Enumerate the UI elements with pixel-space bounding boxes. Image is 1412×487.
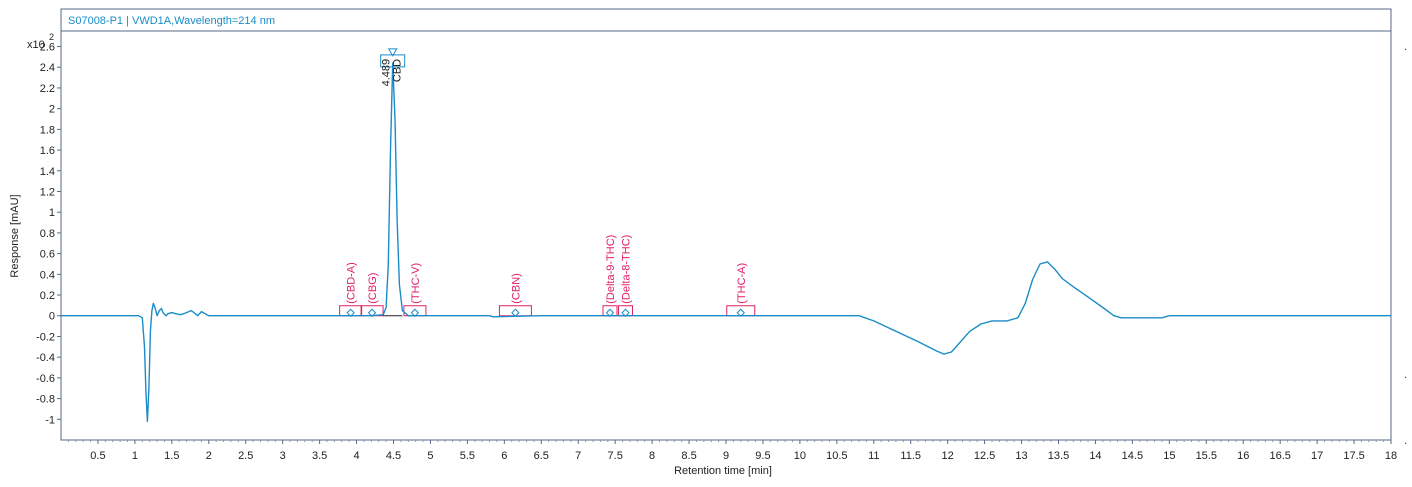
x-tick-label: 15.5 xyxy=(1196,450,1217,462)
y-tick-label: 1.8 xyxy=(40,124,55,136)
y-tick-label: 1.4 xyxy=(40,166,55,178)
x-tick-label: 8 xyxy=(649,450,655,462)
compound-label: (Delta-8-THC) xyxy=(621,235,633,304)
y-tick-label: 0.2 xyxy=(40,290,55,302)
y-multiplier: x10 xyxy=(27,39,45,51)
y-tick-label: 0 xyxy=(49,311,55,323)
compound-label: (Delta-9-THC) xyxy=(605,235,617,304)
y-tick-label: -0.8 xyxy=(36,394,55,406)
compound-label: (CBN) xyxy=(510,273,522,304)
y-tick-label: 1 xyxy=(49,207,55,219)
x-tick-label: 13 xyxy=(1015,450,1027,462)
edge-dot: . xyxy=(1404,433,1407,447)
y-tick-label: 0.6 xyxy=(40,249,55,261)
y-axis-label: Response [mAU] xyxy=(9,194,21,277)
x-tick-label: 2.5 xyxy=(238,450,253,462)
x-axis-label: Retention time [min] xyxy=(674,465,772,477)
peak-time-label: 4.489 xyxy=(381,59,393,87)
x-tick-label: 18 xyxy=(1385,450,1397,462)
x-tick-label: 14 xyxy=(1089,450,1101,462)
y-multiplier-exponent: 2 xyxy=(49,32,54,42)
peak-annotations: 4.489 CBD xyxy=(380,48,406,87)
x-tick-label: 1 xyxy=(132,450,138,462)
chart-title: S07008-P1 | VWD1A,Wavelength=214 nm xyxy=(68,15,275,27)
x-tick-label: 16.5 xyxy=(1269,450,1290,462)
y-tick-label: 2.2 xyxy=(40,83,55,95)
x-tick-label: 9 xyxy=(723,450,729,462)
x-tick-label: 17.5 xyxy=(1343,450,1364,462)
y-tick-label: -0.4 xyxy=(36,352,55,364)
x-tick-label: 7.5 xyxy=(608,450,623,462)
x-tick-label: 7 xyxy=(575,450,581,462)
y-tick-label: 0.4 xyxy=(40,269,55,281)
y-axis-ticks: -1 -0.8 -0.6 -0.4 -0.2 0 0.2 0.4 0.6 0.8 1 1.2 1.4 1.… xyxy=(36,42,61,426)
edge-dot: . xyxy=(1404,367,1407,381)
peak-label-box xyxy=(380,54,406,68)
x-tick-label: 17 xyxy=(1311,450,1323,462)
x-tick-label: 10 xyxy=(794,450,806,462)
compound-label: (CBG) xyxy=(367,273,379,304)
x-tick-label: 5 xyxy=(427,450,433,462)
x-tick-label: 12 xyxy=(942,450,954,462)
x-tick-label: 16 xyxy=(1237,450,1249,462)
x-tick-label: 8.5 xyxy=(681,450,696,462)
compound-label: (THC-A) xyxy=(736,263,748,304)
x-tick-label: 2 xyxy=(206,450,212,462)
y-tick-label: 1.2 xyxy=(40,186,55,198)
x-axis-ticks: 0.5 1 1.5 2 2.5 3 3.5 4 4.5 5 5.5 6 6.5 7 7.5 8 8.5 9 9.5 1… xyxy=(67,440,1397,462)
chromatogram-trace xyxy=(61,62,1391,423)
x-tick-label: 1.5 xyxy=(164,450,179,462)
trace-layer xyxy=(61,62,1391,423)
x-tick-label: 4 xyxy=(353,450,359,462)
x-tick-label: 6 xyxy=(501,450,507,462)
y-tick-label: 2.4 xyxy=(40,62,55,74)
x-tick-label: 14.5 xyxy=(1122,450,1143,462)
y-tick-label: -0.2 xyxy=(36,331,55,343)
x-tick-label: 4.5 xyxy=(386,450,401,462)
plot-frame xyxy=(60,30,1392,441)
x-tick-label: 11 xyxy=(868,450,879,462)
y-tick-label: 2.6 xyxy=(40,42,55,54)
x-tick-label: 10.5 xyxy=(826,450,847,462)
x-tick-label: 13.5 xyxy=(1048,450,1069,462)
x-tick-label: 3.5 xyxy=(312,450,327,462)
x-tick-label: 3 xyxy=(280,450,286,462)
peak-apex-marker xyxy=(387,48,398,57)
y-tick-label: -0.6 xyxy=(36,373,55,385)
x-tick-label: 9.5 xyxy=(755,450,770,462)
y-tick-label: 2 xyxy=(49,104,55,116)
x-tick-label: 11.5 xyxy=(900,450,921,462)
peak-name-label: CBD xyxy=(392,59,404,82)
x-tick-label: 0.5 xyxy=(90,450,105,462)
y-tick-label: -1 xyxy=(45,414,55,426)
y-tick-label: 0.8 xyxy=(40,228,55,240)
compound-label: (CBD-A) xyxy=(346,262,358,304)
compound-label: (THC-V) xyxy=(410,263,422,304)
x-tick-label: 12.5 xyxy=(974,450,995,462)
y-tick-label: 1.6 xyxy=(40,145,55,157)
x-tick-label: 6.5 xyxy=(534,450,549,462)
edge-dot: . xyxy=(1404,39,1407,53)
x-tick-label: 5.5 xyxy=(460,450,475,462)
x-tick-label: 15 xyxy=(1163,450,1175,462)
